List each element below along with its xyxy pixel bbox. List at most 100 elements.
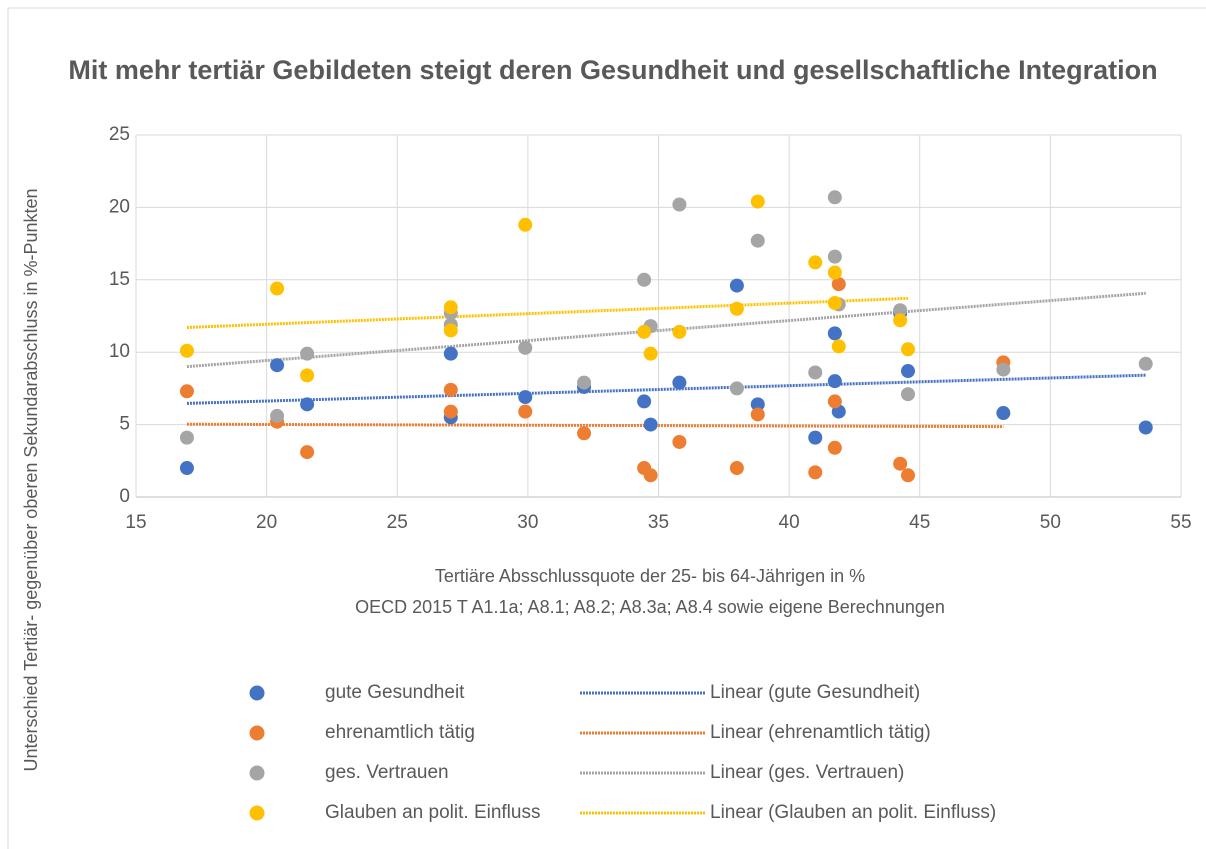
point — [729, 301, 744, 316]
trendline — [186, 291, 1146, 369]
legend-label: ehrenamtlich tätig — [325, 722, 475, 743]
x-tick-label: 15 — [125, 512, 146, 533]
point — [270, 281, 285, 296]
point — [827, 440, 842, 455]
y-tick-label: 20 — [109, 196, 130, 217]
x-tick-label: 25 — [387, 512, 408, 533]
legend-marker — [249, 685, 265, 701]
trendline — [186, 373, 1146, 405]
point — [300, 397, 315, 412]
point — [996, 406, 1011, 421]
point — [827, 265, 842, 280]
y-tick-label: 15 — [109, 269, 130, 290]
legend-label: Linear (ehrenamtlich tätig) — [710, 722, 931, 743]
point — [1138, 420, 1153, 435]
point — [831, 277, 846, 292]
point — [808, 365, 823, 380]
point — [443, 323, 458, 338]
point — [808, 465, 823, 480]
point — [518, 404, 533, 419]
x-tick-label: 20 — [256, 512, 277, 533]
point — [637, 324, 652, 339]
point — [443, 382, 458, 397]
source-note: OECD 2015 T A1.1a; A8.1; A8.2; A8.3a; A8… — [355, 597, 945, 617]
x-tick-label: 45 — [909, 512, 930, 533]
legend-marker — [249, 725, 265, 741]
point — [750, 407, 765, 422]
point — [827, 374, 842, 389]
point — [300, 445, 315, 460]
y-axis-label: Unterschied Tertiär- gegenüber oberen Se… — [21, 188, 41, 771]
trendline — [186, 296, 909, 329]
x-axis-label: Tertiäre Absschlussquote der 25- bis 64-… — [435, 566, 865, 586]
point — [827, 295, 842, 310]
point — [827, 190, 842, 205]
trendline — [186, 422, 1004, 429]
chart-title: Mit mehr tertiär Gebildeten steigt deren… — [68, 55, 1157, 85]
point — [643, 346, 658, 361]
point — [750, 194, 765, 209]
point — [637, 272, 652, 287]
point — [643, 417, 658, 432]
point — [750, 397, 765, 412]
point — [900, 468, 915, 483]
x-tick-label: 35 — [648, 512, 669, 533]
point — [893, 456, 908, 471]
point — [827, 249, 842, 264]
point — [729, 381, 744, 396]
point — [729, 278, 744, 293]
legend-label: gute Gesundheit — [325, 682, 465, 703]
point — [672, 434, 687, 449]
legend-label: Linear (ges. Vertrauen) — [710, 762, 904, 783]
point — [637, 394, 652, 409]
point — [900, 342, 915, 357]
point — [179, 461, 194, 476]
point — [672, 324, 687, 339]
point — [643, 468, 658, 483]
legend-label: Linear (Glauben an polit. Einfluss) — [710, 802, 996, 823]
legend-label: Linear (gute Gesundheit) — [710, 682, 920, 703]
x-tick-label: 40 — [779, 512, 800, 533]
legend-marker — [249, 805, 265, 821]
point — [443, 404, 458, 419]
legend-marker — [249, 765, 265, 781]
point — [672, 197, 687, 212]
point — [893, 303, 908, 318]
x-tick-label: 50 — [1040, 512, 1061, 533]
legend-label: Glauben an polit. Einfluss — [325, 802, 540, 823]
point — [270, 358, 285, 373]
point — [577, 426, 592, 441]
point — [179, 430, 194, 445]
point — [518, 340, 533, 355]
point — [179, 384, 194, 399]
point — [750, 233, 765, 248]
point — [1138, 356, 1153, 371]
point — [443, 346, 458, 361]
point — [808, 255, 823, 270]
y-tick-label: 0 — [119, 486, 130, 507]
point — [900, 387, 915, 402]
point — [893, 313, 908, 328]
point — [300, 346, 315, 361]
point — [672, 375, 687, 390]
point — [179, 343, 194, 358]
x-tick-label: 30 — [517, 512, 538, 533]
point — [577, 375, 592, 390]
point — [831, 339, 846, 354]
point — [900, 364, 915, 379]
point — [443, 300, 458, 315]
y-tick-label: 5 — [119, 414, 130, 435]
point — [729, 461, 744, 476]
point — [808, 430, 823, 445]
y-tick-label: 10 — [109, 341, 130, 362]
point — [996, 362, 1011, 377]
point — [827, 394, 842, 409]
point — [300, 368, 315, 383]
point — [518, 390, 533, 405]
point — [827, 326, 842, 341]
y-tick-label: 25 — [109, 124, 130, 145]
legend-label: ges. Vertrauen — [325, 762, 449, 783]
point — [270, 408, 285, 423]
x-tick-label: 55 — [1170, 512, 1191, 533]
